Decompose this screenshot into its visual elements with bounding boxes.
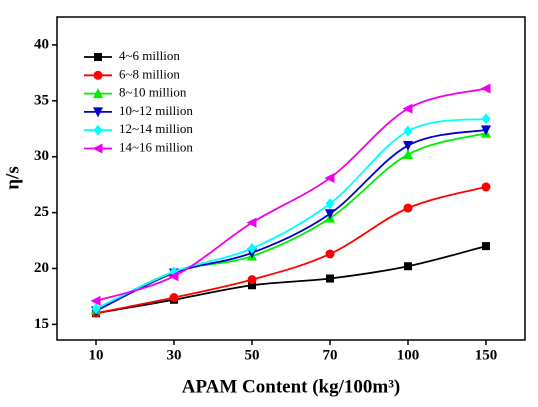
series-line [95,128,487,312]
y-tick-label: 15 [34,316,49,332]
marker [403,125,413,137]
y-tick-label: 35 [34,92,49,108]
marker [481,113,491,125]
x-tick-label: 10 [89,347,104,363]
legend-label: 8~10 million [119,85,187,100]
y-tick-label: 20 [34,260,49,276]
marker [247,275,257,285]
marker [404,262,412,271]
marker [169,293,179,303]
legend-label: 4~6 million [119,48,180,63]
marker [92,143,103,154]
marker [481,182,491,192]
marker [482,242,490,251]
legend-label: 12~14 million [119,121,193,136]
marker [93,88,103,99]
series-line [95,87,487,302]
marker [91,303,101,315]
y-tick-label: 25 [34,204,49,220]
marker [402,103,413,114]
series-line [95,245,487,315]
series-line [95,186,487,315]
marker [480,83,491,94]
y-tick-label: 30 [34,148,49,164]
marker [247,242,257,254]
marker [403,141,413,152]
y-tick-label: 40 [34,36,49,52]
marker [324,172,335,183]
x-tick-label: 30 [167,347,182,363]
marker [326,274,334,283]
legend-label: 6~8 million [119,66,180,81]
marker [325,209,335,220]
legend-label: 10~12 million [119,103,193,118]
x-tick-label: 70 [323,347,338,363]
marker [93,107,103,118]
x-tick-label: 50 [245,347,260,363]
marker [168,271,179,282]
marker [246,217,257,228]
x-tick-label: 100 [397,347,420,363]
marker [403,203,413,213]
marker [94,53,102,61]
marker [248,281,256,290]
x-axis-label: APAM Content (kg/100m³) [182,376,401,397]
series-line [95,117,487,310]
marker [93,70,103,80]
plot-frame [56,16,526,341]
marker [403,148,413,159]
marker [325,249,335,259]
marker [481,125,491,136]
marker [93,124,103,136]
marker [90,295,101,306]
legend-label: 14~16 million [119,139,193,154]
marker [325,198,335,210]
y-axis-label: η/s [2,166,23,189]
x-tick-label: 150 [475,347,498,363]
